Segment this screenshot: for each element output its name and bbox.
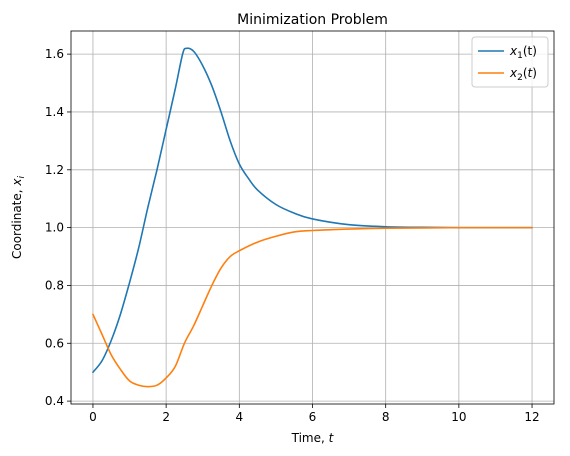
legend-label-x1: x1(t): [509, 44, 537, 61]
y-tick-label-4: 1.2: [45, 163, 64, 177]
y-tick-label-1: 0.6: [45, 336, 64, 350]
x-axis-label: Time, t: [291, 431, 335, 445]
y-tick-label-5: 1.4: [45, 105, 64, 119]
series-line-x1: [92, 47, 533, 373]
y-tick-label-6: 1.6: [45, 47, 64, 61]
chart-title: Minimization Problem: [237, 12, 388, 28]
y-tick-label-3: 1.0: [45, 221, 64, 235]
x-tick-label-0: 0: [89, 410, 97, 424]
x-tick-label-5: 10: [451, 410, 466, 424]
y-tick-label-2: 0.8: [45, 278, 64, 292]
series-layer: [92, 47, 533, 388]
x-tick-label-3: 6: [309, 410, 317, 424]
x-tick-label-4: 8: [382, 410, 390, 424]
x-tick-label-1: 2: [162, 410, 170, 424]
ticks: 0 2 4 6 8 10 12 0.4 0.6 0.8 1.0 1.2 1.4 1.6: [45, 47, 540, 424]
legend-box: [471, 36, 549, 88]
y-axis-label: Coordinate, xi: [10, 175, 27, 259]
legend-label-x2: x2(t): [509, 66, 537, 83]
legend: x1(t) x2(t): [471, 36, 549, 88]
x-tick-label-6: 12: [524, 410, 539, 424]
series-line-x2: [92, 226, 533, 388]
y-tick-label-0: 0.4: [45, 394, 64, 408]
x-tick-label-2: 4: [235, 410, 243, 424]
